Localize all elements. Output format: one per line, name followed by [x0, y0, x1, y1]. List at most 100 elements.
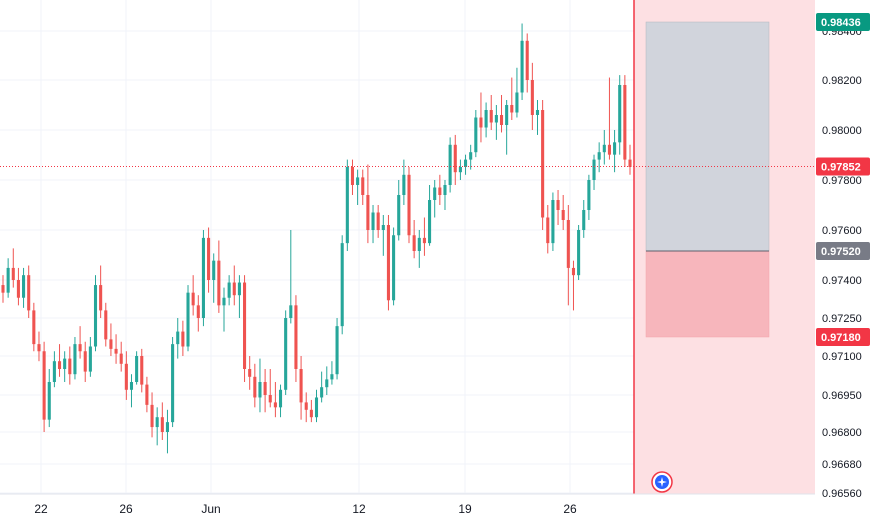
price-axis[interactable]: 0.984000.982000.980000.978000.976000.974… — [815, 0, 872, 518]
x-tick-label: 26 — [119, 502, 133, 516]
candle-body — [494, 115, 498, 123]
candle — [443, 180, 447, 210]
candle-body — [114, 348, 118, 354]
candle — [546, 205, 550, 254]
candle — [78, 326, 82, 359]
candle-body — [1, 285, 5, 293]
candle — [407, 167, 411, 244]
candle — [340, 235, 344, 335]
y-tick-label: 0.97100 — [822, 351, 862, 363]
candle-body — [273, 402, 277, 408]
candle — [57, 344, 62, 377]
candle — [186, 285, 190, 352]
candle — [243, 275, 247, 382]
candle — [623, 75, 627, 167]
candle — [417, 230, 421, 268]
candle-body — [381, 225, 385, 230]
candle — [561, 195, 565, 230]
candle — [566, 205, 570, 306]
candle-body — [73, 344, 77, 375]
take-profit-zone[interactable] — [645, 21, 770, 252]
candle — [93, 275, 98, 352]
candle-body — [268, 395, 272, 403]
candle — [597, 142, 601, 173]
candle-body — [582, 210, 586, 230]
position-tool[interactable] — [645, 21, 770, 338]
candle-body — [597, 152, 601, 160]
candle — [109, 323, 113, 356]
candle-body — [443, 185, 447, 195]
candle-body — [453, 144, 457, 173]
candle-body — [289, 305, 293, 318]
candle — [422, 217, 426, 256]
candle-body — [535, 110, 540, 115]
candle — [530, 62, 534, 130]
candle-body — [458, 167, 462, 173]
candle — [397, 180, 401, 241]
candle — [22, 267, 26, 308]
candle — [463, 154, 468, 175]
compass-icon[interactable] — [651, 471, 673, 493]
candle-body — [484, 110, 488, 128]
candle — [232, 265, 236, 306]
candle — [129, 374, 134, 408]
candle — [592, 154, 596, 190]
y-tick-label: 0.96800 — [822, 427, 862, 439]
candle-body — [325, 379, 329, 388]
candle-body — [510, 105, 514, 113]
candle — [181, 320, 185, 356]
candle-body — [314, 397, 319, 418]
candle — [345, 159, 349, 251]
candle-body — [294, 305, 298, 369]
candle — [520, 23, 524, 100]
candle — [371, 205, 375, 244]
candle-body — [520, 40, 524, 93]
candle-body — [371, 212, 375, 230]
candle-body — [515, 92, 519, 113]
candle-body — [52, 361, 56, 382]
candle-body — [320, 387, 324, 398]
candle-body — [530, 80, 534, 115]
candle-body — [376, 212, 380, 230]
candle — [474, 110, 478, 158]
candle-body — [104, 310, 108, 340]
candle — [263, 369, 267, 413]
candle-body — [32, 310, 36, 345]
candle — [68, 346, 72, 385]
y-tick-label: 0.98200 — [822, 75, 862, 87]
current-price: 0.97852 — [821, 162, 861, 174]
candle-body — [386, 225, 390, 301]
candle-body — [165, 422, 170, 432]
candle-body — [602, 144, 606, 153]
candle-body — [171, 344, 175, 423]
candle-body — [448, 144, 452, 185]
candle-body — [628, 159, 632, 167]
candle-body — [556, 200, 560, 210]
candle — [171, 337, 175, 428]
candle-body — [6, 267, 10, 293]
candle-body — [109, 339, 113, 349]
stop-loss-zone[interactable] — [645, 250, 770, 338]
candle — [16, 267, 20, 306]
time-axis[interactable]: 22 26 Jun 12 19 26 — [0, 493, 815, 518]
candle-body — [299, 369, 303, 403]
candle-body — [263, 382, 267, 395]
candle — [304, 392, 308, 423]
candle-body — [361, 177, 365, 195]
candle — [150, 392, 154, 438]
candle-body — [212, 260, 216, 280]
candle — [27, 265, 31, 318]
candle — [217, 240, 221, 313]
candle-body — [577, 230, 581, 276]
candle-body — [88, 346, 92, 372]
candle-body — [129, 382, 134, 390]
candle-body — [350, 167, 355, 185]
candle — [268, 369, 272, 408]
candle — [356, 169, 360, 205]
candle-body — [397, 195, 401, 236]
candle-body — [248, 369, 252, 377]
candle-body — [438, 187, 442, 195]
candle — [140, 348, 144, 393]
candle — [386, 215, 390, 311]
